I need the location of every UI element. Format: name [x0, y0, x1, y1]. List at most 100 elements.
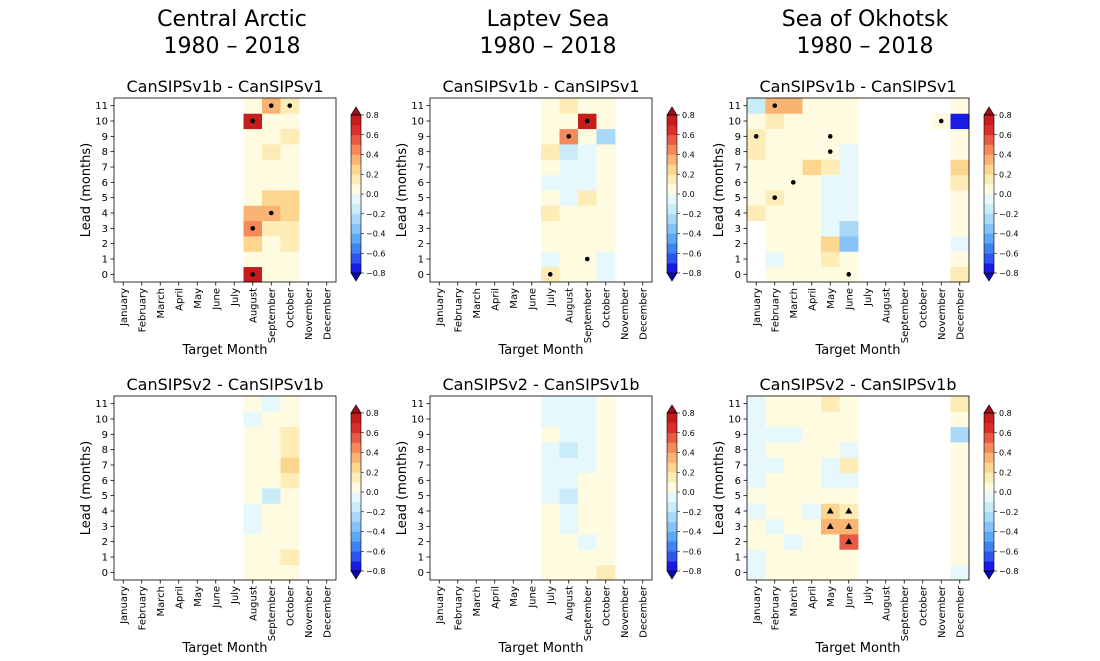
- heatmap-cell: [802, 488, 822, 504]
- heatmap-panel: CanSIPSv1b - CanSIPSv1 0 1 2 3 4 5 6 7 8 9 10 11 Janu…: [79, 77, 385, 358]
- x-tick-label: September: [267, 287, 278, 343]
- panel-title: CanSIPSv2 - CanSIPSv1b: [760, 375, 957, 394]
- heatmap-cell: [802, 396, 822, 412]
- heatmap-cell: [950, 236, 970, 252]
- y-tick-label: 3: [418, 224, 424, 235]
- panel-title: CanSIPSv1b - CanSIPSv1: [443, 77, 640, 96]
- y-axis-label: Lead (months): [395, 441, 410, 535]
- colorbar-tick-label: 0.8: [682, 111, 695, 120]
- colorbar-segment: [984, 452, 994, 463]
- y-tick-label: 10: [728, 415, 741, 426]
- x-tick-label: June: [844, 586, 855, 609]
- heatmap-cell: [578, 534, 597, 550]
- heatmap-cell: [839, 442, 859, 458]
- heatmap-cell: [839, 488, 859, 504]
- colorbar-segment: [984, 233, 994, 244]
- heatmap-cell: [950, 220, 970, 237]
- y-axis-label: Lead (months): [712, 441, 727, 535]
- colorbar-extend-max: [350, 404, 362, 414]
- heatmap-cell: [765, 442, 785, 458]
- heatmap-cell: [950, 144, 970, 160]
- heatmap-cell: [784, 457, 803, 474]
- y-tick-label: 10: [95, 117, 108, 128]
- y-tick-label: 7: [102, 461, 108, 472]
- heatmap-cell: [950, 549, 970, 566]
- heatmap-cell: [821, 220, 840, 237]
- significance-dot: [772, 195, 778, 200]
- colorbar-segment: [984, 521, 994, 532]
- x-tick-label: December: [638, 287, 649, 340]
- heatmap-cell: [784, 190, 803, 206]
- heatmap-cell: [243, 457, 263, 474]
- heatmap-cell: [243, 205, 263, 222]
- heatmap-cell: [559, 503, 579, 520]
- y-tick-label: 7: [102, 163, 108, 174]
- heatmap-cell: [596, 426, 616, 443]
- column-title-period: 1980 – 2018: [797, 34, 934, 59]
- colorbar-tick-label: 0.6: [366, 131, 379, 140]
- heatmap-cell: [839, 98, 859, 114]
- x-tick-label: November: [937, 585, 948, 638]
- heatmap-cell: [243, 503, 263, 520]
- significance-dot: [584, 118, 590, 124]
- colorbar-segment: [667, 541, 677, 552]
- significance-triangle: [845, 538, 853, 545]
- colorbar-tick-label: −0.4: [682, 528, 701, 537]
- heatmap-cell: [802, 98, 822, 114]
- heatmap-cell: [596, 113, 616, 130]
- colorbar-segment: [351, 422, 361, 434]
- heatmap-cell: [784, 266, 803, 283]
- heatmap-cell: [596, 251, 616, 268]
- colorbar-tick-label: −0.8: [999, 567, 1018, 576]
- heatmap-cell: [243, 236, 263, 252]
- heatmap-cell: [280, 205, 300, 222]
- y-tick-label: 5: [735, 193, 741, 204]
- heatmap-cell: [784, 472, 803, 489]
- column-title: Laptev Sea 1980 – 2018: [480, 7, 617, 59]
- heatmap-cell: [262, 488, 281, 504]
- colorbar-tick-label: 0.6: [366, 429, 379, 438]
- heatmap-cell: [541, 251, 560, 268]
- heatmap-cell: [821, 190, 840, 206]
- colorbar-segment: [984, 442, 994, 453]
- colorbar-segment: [667, 492, 677, 503]
- heatmap-cell: [578, 98, 597, 114]
- colorbar-extend-min: [983, 570, 995, 580]
- y-tick-label: 11: [728, 399, 741, 410]
- heatmap-cell: [765, 411, 785, 428]
- colorbar-tick-label: 0.2: [682, 468, 695, 477]
- heatmap-cell: [559, 174, 579, 191]
- y-tick-label: 9: [418, 430, 424, 441]
- heatmap-cell: [243, 144, 263, 160]
- heatmap-cell: [747, 159, 766, 176]
- y-tick-label: 5: [735, 491, 741, 502]
- colorbar-tick-label: 0.6: [999, 131, 1012, 140]
- heatmap-cell: [596, 518, 616, 535]
- x-tick-label: July: [546, 586, 557, 605]
- heatmap-cell: [839, 251, 859, 268]
- heatmap-cell: [243, 518, 263, 535]
- colorbar-segment: [984, 203, 994, 215]
- heatmap-cell: [784, 442, 803, 458]
- y-tick-label: 1: [102, 255, 108, 266]
- y-tick-label: 4: [735, 209, 741, 220]
- colorbar-segment: [667, 164, 677, 175]
- heatmap-cell: [802, 144, 822, 160]
- colorbar-tick-label: −0.8: [366, 567, 385, 576]
- y-tick-label: 5: [102, 491, 108, 502]
- x-tick-label: May: [193, 586, 204, 607]
- y-tick-label: 0: [735, 568, 741, 579]
- x-tick-label: December: [638, 585, 649, 638]
- x-tick-label: October: [918, 287, 929, 328]
- heatmap-cell: [784, 98, 803, 114]
- heatmap-cell: [821, 159, 840, 176]
- colorbar-segment: [351, 124, 361, 136]
- heatmap-cell: [802, 442, 822, 458]
- colorbar-segment: [351, 432, 361, 443]
- x-tick-label: August: [881, 288, 892, 323]
- colorbar-segment: [351, 511, 361, 522]
- colorbar-extend-min: [666, 570, 678, 580]
- heatmap-cell: [784, 220, 803, 237]
- heatmap-cell: [747, 98, 766, 114]
